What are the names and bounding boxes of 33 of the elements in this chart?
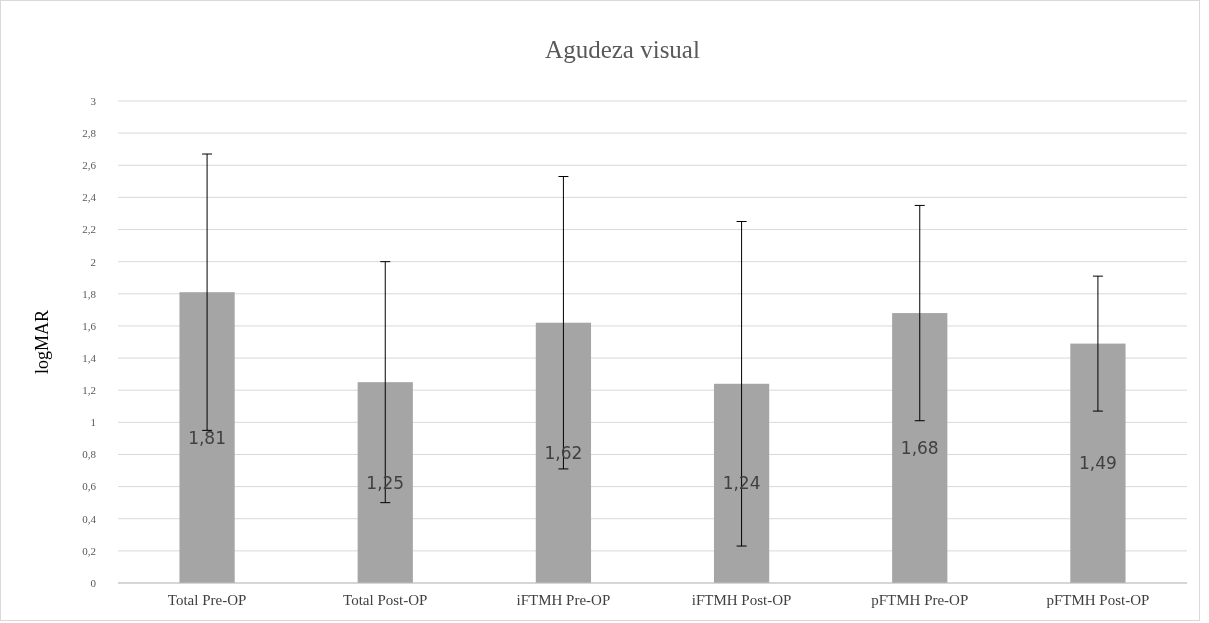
y-tick-label: 2,6 — [82, 159, 97, 172]
x-tick-label: pFTMH Pre-OP — [871, 592, 969, 608]
chart-title: Agudeza visual — [545, 36, 700, 63]
x-tick-label: iFTMH Pre-OP — [516, 592, 611, 608]
x-tick-label: pFTMH Post-OP — [1046, 592, 1150, 608]
y-tick-label: 0,8 — [82, 448, 97, 461]
data-label: 1,49 — [1078, 453, 1117, 474]
y-tick-label: 2,2 — [82, 223, 96, 236]
x-tick-label: Total Post-OP — [343, 592, 428, 608]
y-tick-label: 0,4 — [82, 512, 97, 525]
x-tick-label: iFTMH Post-OP — [691, 592, 792, 608]
x-tick-label: Total Pre-OP — [167, 592, 247, 608]
y-axis-title: logMAR — [32, 309, 52, 375]
y-tick-label: 2 — [90, 255, 96, 268]
y-tick-label: 1,2 — [82, 384, 96, 397]
y-tick-label: 0 — [90, 576, 97, 589]
y-tick-label: 1,6 — [82, 319, 97, 332]
bar — [1070, 343, 1126, 583]
y-tick-label: 1,8 — [82, 287, 97, 300]
y-tick-label: 3 — [90, 94, 97, 107]
data-label: 1,81 — [188, 427, 227, 448]
y-tick-label: 0,6 — [82, 480, 97, 493]
bar — [179, 292, 235, 583]
bar — [892, 313, 948, 583]
y-tick-label: 2,4 — [82, 191, 97, 204]
bar — [535, 322, 592, 583]
data-label: 1,68 — [900, 437, 939, 458]
bar — [357, 382, 413, 583]
y-tick-label: 1,4 — [82, 351, 97, 364]
bar — [713, 383, 770, 583]
y-tick-label: 0,2 — [82, 544, 96, 557]
y-tick-label: 2,8 — [82, 126, 97, 139]
y-tick-label: 1 — [90, 416, 96, 429]
